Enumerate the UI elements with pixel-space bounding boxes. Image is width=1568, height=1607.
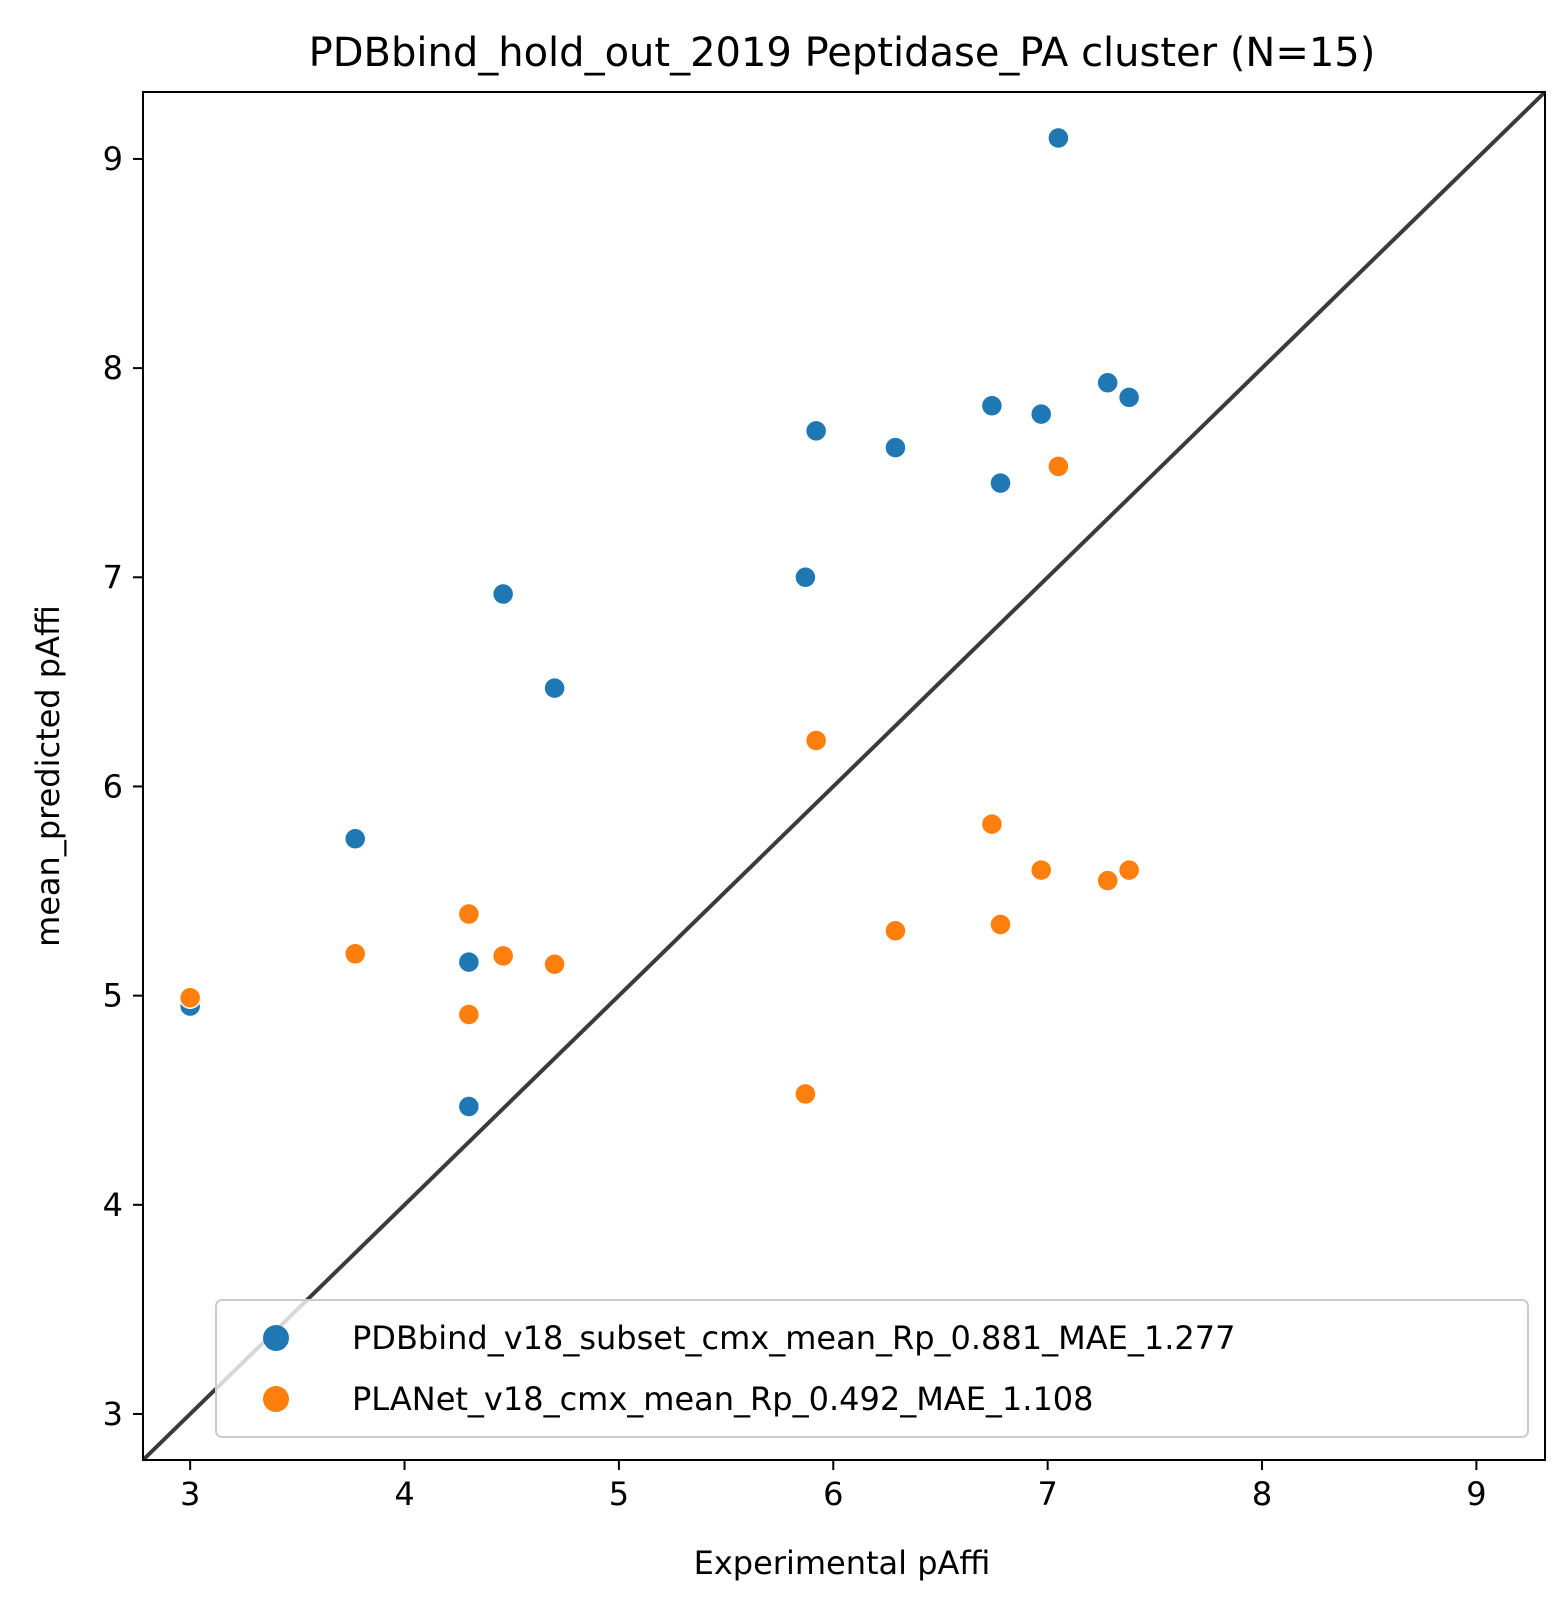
data-point xyxy=(980,812,1004,836)
data-point xyxy=(457,902,481,926)
legend-marker xyxy=(263,1325,289,1351)
data-point xyxy=(491,582,515,606)
series-1 xyxy=(178,126,1141,1118)
legend-label: PLANet_v18_cmx_mean_Rp_0.492_MAE_1.108 xyxy=(352,1380,1094,1418)
y-tick-label: 9 xyxy=(103,140,123,178)
data-point xyxy=(1117,386,1141,409)
legend-item: PDBbind_v18_subset_cmx_mean_Rp_0.881_MAE… xyxy=(263,1319,1235,1357)
x-tick-label: 5 xyxy=(609,1475,629,1513)
data-point xyxy=(884,436,907,459)
y-tick-label: 6 xyxy=(103,767,123,805)
plot-frame xyxy=(142,91,1546,1461)
data-point xyxy=(989,471,1012,495)
data-point xyxy=(989,913,1012,936)
x-tick-label: 8 xyxy=(1252,1475,1272,1513)
data-point xyxy=(1096,869,1119,892)
chart-title: PDBbind_hold_out_2019 Peptidase_PA clust… xyxy=(309,30,1376,76)
plot-area xyxy=(143,92,1545,1460)
data-point xyxy=(884,919,907,943)
data-point xyxy=(457,950,481,974)
y-tick-label: 7 xyxy=(103,558,123,596)
identity-line xyxy=(143,92,1545,1460)
x-axis-label: Experimental pAffi xyxy=(694,1544,991,1582)
data-point xyxy=(804,419,828,443)
y-tick-label: 8 xyxy=(103,349,123,387)
data-point xyxy=(343,827,367,851)
x-tick-label: 3 xyxy=(180,1475,200,1513)
legend-label: PDBbind_v18_subset_cmx_mean_Rp_0.881_MAE… xyxy=(352,1319,1235,1357)
x-tick-label: 6 xyxy=(823,1475,843,1513)
data-point xyxy=(1117,858,1141,882)
data-point xyxy=(491,944,515,968)
legend-box xyxy=(215,1299,1529,1438)
x-tick-label: 7 xyxy=(1037,1475,1057,1513)
data-point xyxy=(1047,126,1070,150)
data-point xyxy=(178,986,202,1009)
data-point xyxy=(1047,455,1070,478)
axes: 3 4 5 6 7 8 9 3 4 5 6 7 8 9 xyxy=(103,91,1546,1513)
data-point xyxy=(980,394,1004,418)
data-point xyxy=(543,953,566,976)
y-tick-label: 4 xyxy=(103,1186,123,1224)
y-tick-label: 3 xyxy=(103,1395,123,1433)
x-tick-label: 9 xyxy=(1466,1475,1486,1513)
data-point xyxy=(1029,858,1053,882)
y-tick-label: 5 xyxy=(103,977,123,1015)
x-tick-label: 4 xyxy=(394,1475,414,1513)
data-point xyxy=(457,1095,481,1118)
legend-item: PLANet_v18_cmx_mean_Rp_0.492_MAE_1.108 xyxy=(263,1380,1094,1418)
series-2 xyxy=(178,455,1141,1106)
data-point xyxy=(1029,402,1053,426)
data-point xyxy=(804,729,828,752)
data-point xyxy=(794,1082,817,1106)
legend-marker xyxy=(263,1386,289,1412)
data-point xyxy=(794,566,817,589)
data-point xyxy=(1096,371,1119,395)
data-point xyxy=(343,942,367,966)
legend: PDBbind_v18_subset_cmx_mean_Rp_0.881_MAE… xyxy=(215,1299,1529,1438)
y-axis-label: mean_predicted pAffi xyxy=(29,605,67,947)
data-point xyxy=(543,676,566,700)
data-point xyxy=(457,1003,481,1026)
